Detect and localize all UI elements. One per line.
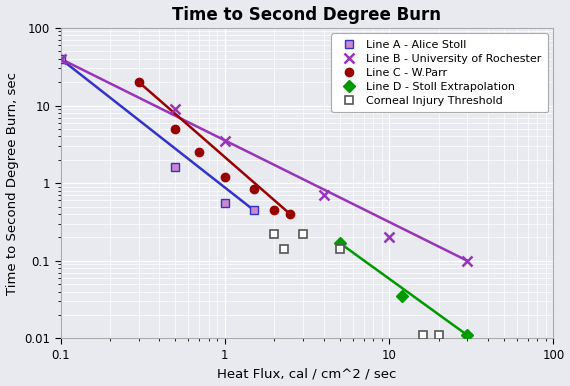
Line: Line D - Stoll Extrapolation: Line D - Stoll Extrapolation bbox=[335, 239, 471, 339]
Line A - Alice Stoll bbox=[221, 201, 228, 206]
Corneal Injury Threshold bbox=[419, 333, 426, 338]
Legend: Line A - Alice Stoll, Line B - University of Rochester, Line C - W.Parr, Line D : Line A - Alice Stoll, Line B - Universit… bbox=[331, 34, 548, 112]
Line C - W.Parr bbox=[196, 150, 203, 155]
Line B - University of Rochester bbox=[320, 193, 327, 198]
Corneal Injury Threshold bbox=[336, 247, 343, 252]
Corneal Injury Threshold bbox=[281, 247, 288, 252]
Line: Line B - University of Rochester: Line B - University of Rochester bbox=[56, 54, 473, 266]
X-axis label: Heat Flux, cal / cm^2 / sec: Heat Flux, cal / cm^2 / sec bbox=[217, 367, 397, 381]
Line A - Alice Stoll bbox=[250, 208, 257, 212]
Line B - University of Rochester bbox=[464, 259, 471, 263]
Line C - W.Parr bbox=[172, 127, 179, 131]
Corneal Injury Threshold bbox=[435, 333, 442, 338]
Title: Time to Second Degree Burn: Time to Second Degree Burn bbox=[172, 5, 441, 24]
Y-axis label: Time to Second Degree Burn, sec: Time to Second Degree Burn, sec bbox=[6, 72, 19, 295]
Line C - W.Parr bbox=[287, 212, 294, 217]
Line B - University of Rochester bbox=[57, 56, 64, 61]
Line B - University of Rochester bbox=[221, 139, 228, 143]
Corneal Injury Threshold bbox=[271, 232, 278, 237]
Line C - W.Parr bbox=[136, 80, 142, 85]
Line: Corneal Injury Threshold: Corneal Injury Threshold bbox=[270, 230, 443, 339]
Line C - W.Parr bbox=[250, 186, 257, 191]
Line A - Alice Stoll bbox=[57, 56, 64, 61]
Line C - W.Parr bbox=[221, 175, 228, 179]
Line D - Stoll Extrapolation bbox=[336, 240, 343, 245]
Line D - Stoll Extrapolation bbox=[398, 294, 405, 298]
Line: Line C - W.Parr: Line C - W.Parr bbox=[135, 78, 294, 218]
Line: Line A - Alice Stoll: Line A - Alice Stoll bbox=[56, 55, 258, 214]
Corneal Injury Threshold bbox=[300, 232, 307, 237]
Line D - Stoll Extrapolation bbox=[464, 333, 471, 338]
Line B - University of Rochester bbox=[386, 235, 393, 240]
Line C - W.Parr bbox=[271, 208, 278, 212]
Line A - Alice Stoll bbox=[172, 165, 179, 170]
Line B - University of Rochester bbox=[172, 107, 179, 112]
